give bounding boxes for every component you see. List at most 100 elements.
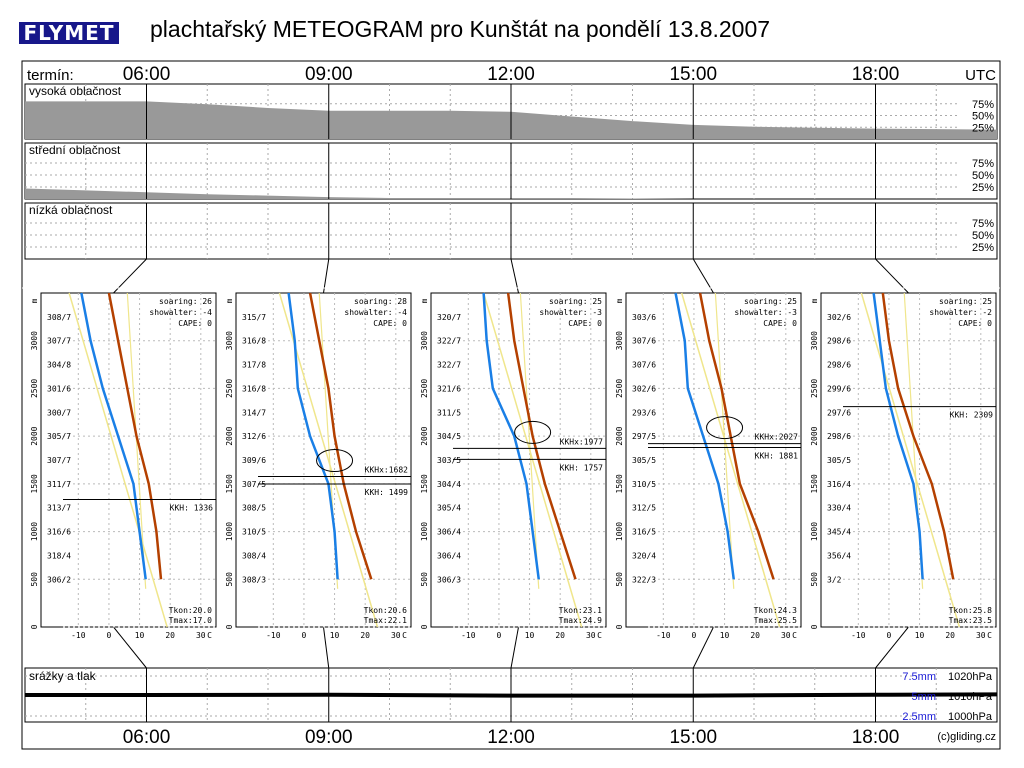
wind-label: 304/4 xyxy=(437,480,461,489)
sounding-stat: soaring: 28 xyxy=(354,297,407,306)
height-tick: 2000 xyxy=(420,426,429,445)
temp-tick: 20 xyxy=(360,631,370,640)
temperature-profile xyxy=(698,292,775,580)
wind-label: 321/6 xyxy=(437,384,461,393)
height-tick: 1000 xyxy=(420,522,429,541)
page-title: plachtařský METEOGRAM pro Kunštát na pon… xyxy=(150,16,771,42)
percent-tick: 25% xyxy=(972,182,994,194)
wind-label: 299/6 xyxy=(827,384,851,393)
temp-tick: 20 xyxy=(750,631,760,640)
dry-adiabat xyxy=(680,292,781,628)
time-axis-label: termín: xyxy=(27,67,74,84)
wind-label: 302/6 xyxy=(632,384,656,393)
precip-tick: 2.5mm xyxy=(902,711,936,723)
percent-tick: 50% xyxy=(972,230,994,242)
time-tick-label-top: 09:00 xyxy=(305,64,353,85)
precip-tick: 5mm xyxy=(912,691,936,703)
temp-tick: 10 xyxy=(915,631,925,640)
tmax-label: Tmax:22.1 xyxy=(364,616,408,625)
kkhx-label: KKHx:1977 xyxy=(560,437,604,446)
height-tick: 1000 xyxy=(30,522,39,541)
wind-label: 306/2 xyxy=(47,575,71,584)
wind-label: 303/6 xyxy=(632,313,656,322)
temperature-profile xyxy=(506,292,577,580)
wind-label: 316/5 xyxy=(632,528,656,537)
wind-label: 306/4 xyxy=(437,551,461,560)
height-tick: 0 xyxy=(810,624,819,629)
tmax-label: Tmax:25.5 xyxy=(754,616,798,625)
wind-label: 311/5 xyxy=(437,408,461,417)
sounding-stat: soaring: 25 xyxy=(744,297,797,306)
wind-label: 304/8 xyxy=(47,361,71,370)
tkon-label: Tkon:20.6 xyxy=(364,606,408,615)
wind-label: 318/4 xyxy=(47,551,71,560)
height-tick: 500 xyxy=(420,572,429,587)
cloud-area xyxy=(25,188,997,199)
wind-label: 306/3 xyxy=(437,575,461,584)
wind-label: 307/6 xyxy=(632,337,656,346)
sounding-frame xyxy=(430,292,607,628)
connector-bottom xyxy=(692,626,714,669)
sounding-frame xyxy=(40,292,217,628)
temp-tick: 0 xyxy=(302,631,307,640)
time-axis: termín: UTC 06:00 06:00 09:00 09:00 12:00 12:00… xyxy=(27,64,996,748)
temp-tick: 30 xyxy=(391,631,401,640)
dry-adiabat xyxy=(68,292,168,628)
temp-tick: -10 xyxy=(851,631,866,640)
sounding-stat: CAPE: 0 xyxy=(568,319,602,328)
height-tick: 3000 xyxy=(810,331,819,350)
temp-tick: 0 xyxy=(497,631,502,640)
time-tick-label-bottom: 18:00 xyxy=(852,727,900,748)
height-tick: 2000 xyxy=(810,426,819,445)
sounding-stat: CAPE: 0 xyxy=(178,319,212,328)
kkh-label: KKH: 1757 xyxy=(560,463,604,472)
height-tick: 2500 xyxy=(225,379,234,398)
wind-label: 345/4 xyxy=(827,528,851,537)
wind-label: 313/7 xyxy=(47,504,71,513)
height-tick: 1500 xyxy=(615,474,624,493)
wind-label: 303/5 xyxy=(437,456,461,465)
percent-tick: 75% xyxy=(972,158,994,170)
temp-tick: 20 xyxy=(165,631,175,640)
wind-label: 298/6 xyxy=(827,337,851,346)
dewpoint-profile xyxy=(674,292,735,580)
wind-label: 304/5 xyxy=(437,432,461,441)
wind-label: 307/5 xyxy=(242,480,266,489)
cloud-base-marker xyxy=(706,416,744,440)
wind-label: 300/7 xyxy=(47,408,71,417)
temp-tick: -10 xyxy=(461,631,476,640)
wind-label: 330/4 xyxy=(827,504,851,513)
wind-label: 314/7 xyxy=(242,408,266,417)
tkon-label: Tkon:23.1 xyxy=(559,606,603,615)
height-tick: 2000 xyxy=(30,426,39,445)
wind-label: 315/7 xyxy=(242,313,266,322)
time-tick-label-bottom: 15:00 xyxy=(669,727,717,748)
kkhx-label: KKHx:1682 xyxy=(365,465,409,474)
height-tick: 1000 xyxy=(810,522,819,541)
chart-frame xyxy=(21,60,1001,750)
sounding-frame xyxy=(820,292,997,628)
wind-label: 301/6 xyxy=(47,384,71,393)
sounding-stat: showalter: -3 xyxy=(539,308,602,317)
wind-label: 307/7 xyxy=(47,456,71,465)
height-tick: 2500 xyxy=(615,379,624,398)
percent-tick: 50% xyxy=(972,111,994,123)
temp-tick: 20 xyxy=(555,631,565,640)
time-tick-label-bottom: 12:00 xyxy=(487,727,535,748)
wind-label: 308/5 xyxy=(242,504,266,513)
sounding-stat: showalter: -2 xyxy=(929,308,992,317)
wind-label: 297/5 xyxy=(632,432,656,441)
credit-text: (c)gliding.cz xyxy=(937,731,996,743)
sounding-stat: showalter: -4 xyxy=(344,308,407,317)
wind-label: 316/6 xyxy=(47,528,71,537)
moist-line xyxy=(714,292,735,589)
sounding-stat: soaring: 25 xyxy=(549,297,602,306)
height-tick: 500 xyxy=(225,572,234,587)
temp-tick: 0 xyxy=(887,631,892,640)
temp-tick: 20 xyxy=(945,631,955,640)
tkon-label: Tkon:24.3 xyxy=(754,606,798,615)
dry-adiabat xyxy=(482,292,583,628)
wind-label: 322/7 xyxy=(437,361,461,370)
connector-top xyxy=(113,258,147,294)
